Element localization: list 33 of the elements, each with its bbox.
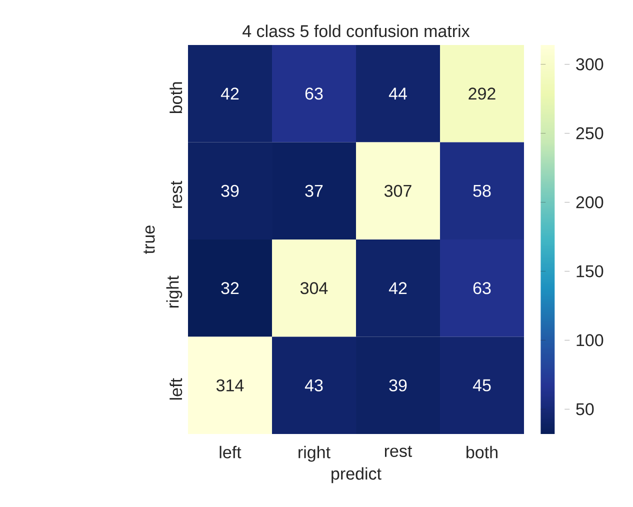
color-bar-label: 100	[576, 334, 604, 346]
data-label: 45	[472, 379, 491, 392]
data-label: 304	[300, 282, 328, 294]
data-label: 42	[388, 282, 407, 294]
data-label: 63	[473, 282, 491, 294]
data-label: 307	[384, 184, 412, 197]
chart-title: 4 class 5 fold confusion matrix	[242, 24, 470, 38]
data-label: 32	[221, 282, 239, 294]
color-bar-label: 50	[576, 403, 594, 416]
data-label: 44	[388, 88, 407, 100]
color-bar-label: 200	[576, 196, 604, 208]
y-tick-label: both	[170, 82, 182, 114]
data-label: 314	[216, 379, 244, 392]
data-label: 39	[389, 379, 407, 392]
data-label: 63	[305, 88, 323, 100]
data-label: 37	[305, 184, 323, 197]
y-tick-label: rest	[170, 180, 182, 208]
data-label: 58	[473, 184, 491, 197]
x-tick-label: left	[220, 446, 242, 458]
x-tick-label: right	[298, 446, 330, 462]
y-tick-label: right	[166, 276, 182, 308]
y-tick-label: left	[170, 378, 182, 400]
x-tick-label: rest	[384, 446, 412, 458]
data-label: 43	[304, 379, 323, 392]
x-axis-title: predict	[332, 467, 382, 484]
data-label: 292	[468, 88, 496, 100]
data-label: 42	[220, 88, 239, 100]
color-bar-label: 300	[576, 58, 604, 70]
data-label: 39	[221, 184, 239, 197]
x-tick-label: both	[466, 446, 498, 458]
y-axis-title: true	[144, 226, 155, 254]
color-bar-label: 150	[576, 265, 604, 278]
color-bar-label: 250	[576, 127, 604, 140]
